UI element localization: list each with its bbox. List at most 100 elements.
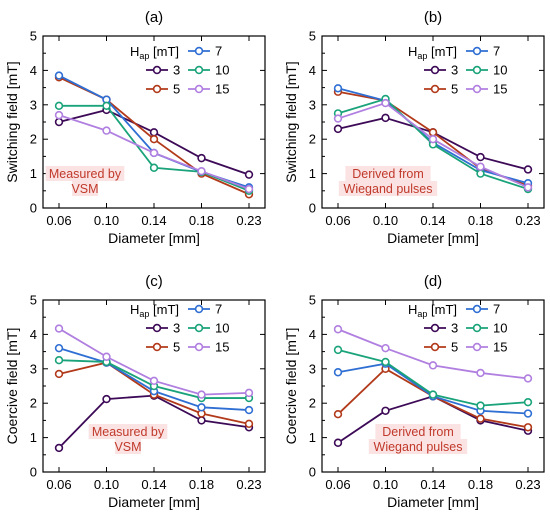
legend-marker-3 (152, 65, 162, 75)
series-line-7 (337, 362, 529, 415)
annotation-text: Wiegand pulses (374, 440, 463, 454)
legend-marker-15 (472, 342, 482, 352)
x-tick-label: 0.14 (141, 213, 166, 228)
legend-label-15: 15 (493, 82, 507, 97)
legend-marker-7 (472, 304, 482, 314)
y-tick-label: 3 (30, 97, 37, 112)
x-tick-label: 0.14 (420, 477, 445, 492)
legend: Hap [mT] 7 3 10 5 15 (408, 302, 507, 355)
chart-panel-a: (a) 0 1 2 3 4 5 0.06 0.10 0.14 0.18 0.23 Diameter [m… (4, 9, 266, 246)
x-tick-label: 0.06 (325, 477, 350, 492)
legend-label-3: 3 (173, 63, 180, 78)
y-tick-label: 2 (309, 396, 316, 411)
point-10 (333, 345, 343, 355)
y-tick-label: 5 (30, 293, 37, 308)
point-7 (523, 409, 533, 418)
y-tick-label: 2 (30, 396, 37, 411)
legend-label-7: 7 (493, 44, 500, 59)
y-tick-label: 3 (309, 97, 316, 112)
point-15 (244, 184, 254, 194)
legend-marker-5 (430, 84, 440, 94)
x-tick-label: 0.10 (94, 213, 119, 228)
point-10 (476, 169, 485, 178)
point-15 (381, 343, 390, 353)
legend-label-7: 7 (493, 302, 500, 317)
y-axis-title: Switching field [mT] (283, 61, 299, 182)
y-tick-label: 2 (30, 132, 37, 147)
legend-label-5: 5 (451, 340, 458, 355)
legend-label-10: 10 (215, 321, 229, 336)
point-7 (333, 368, 343, 377)
legend-label-3: 3 (451, 321, 458, 336)
legend-title: Hap [mT] (130, 302, 179, 319)
annotation-bg (368, 439, 468, 454)
point-5 (476, 414, 485, 423)
legend-marker-15 (194, 84, 204, 94)
annotation-bg (88, 424, 168, 439)
y-tick-label: 1 (30, 166, 37, 181)
point-3 (476, 152, 485, 162)
y-tick-label: 1 (309, 166, 316, 181)
x-tick-label: 0.23 (236, 477, 261, 492)
point-7 (197, 403, 206, 412)
legend-marker-3 (430, 65, 440, 75)
legend-marker-5 (152, 342, 162, 352)
x-axis-title: Diameter [mm] (108, 494, 200, 510)
annotation-text: Wiegand pulses (344, 182, 433, 196)
point-15 (102, 352, 111, 361)
x-tick-label: 0.06 (46, 213, 71, 228)
y-tick-label: 3 (30, 361, 37, 376)
point-7 (54, 71, 64, 80)
x-tick-label: 0.14 (141, 477, 166, 492)
y-tick-label: 5 (309, 29, 316, 44)
x-tick-label: 0.18 (468, 213, 493, 228)
x-axis-title: Diameter [mm] (108, 230, 200, 246)
point-5 (523, 423, 533, 432)
legend-marker-10 (194, 65, 204, 75)
point-3 (381, 406, 390, 415)
point-10 (476, 401, 485, 410)
legend-label-5: 5 (173, 340, 180, 355)
point-15 (428, 361, 438, 370)
panel-label: (b) (424, 9, 442, 26)
point-15 (149, 376, 159, 386)
annotation-text: VSM (114, 440, 141, 454)
legend-marker-10 (194, 323, 204, 333)
panel-label: (d) (424, 273, 442, 290)
legend-marker-3 (430, 323, 440, 333)
legend-label-15: 15 (493, 340, 507, 355)
annotation-text: Measured by (92, 425, 165, 439)
chart-panel-d: (d) 0 1 2 3 4 5 0.06 0.10 0.14 0.18 0.23 Diameter [m… (283, 273, 545, 510)
point-15 (476, 162, 485, 171)
annotation-text: VSM (71, 182, 98, 196)
point-15 (523, 374, 533, 383)
point-5 (428, 128, 438, 137)
annotation-bg (345, 166, 431, 181)
y-axis-title: Coercive field [mT] (4, 328, 20, 445)
annotation-bg (72, 181, 98, 196)
y-axis-title: Coercive field [mT] (283, 328, 299, 445)
series-line-3 (58, 394, 250, 449)
y-tick-label: 4 (309, 63, 316, 78)
y-tick-label: 5 (309, 293, 316, 308)
y-tick-label: 4 (309, 327, 316, 342)
legend-marker-3 (152, 323, 162, 333)
x-tick-label: 0.23 (515, 213, 540, 228)
point-7 (54, 343, 64, 353)
x-tick-label: 0.23 (515, 477, 540, 492)
annotation-bg (338, 181, 438, 196)
annotation-bg (375, 424, 461, 439)
point-5 (149, 135, 159, 144)
legend: Hap [mT] 7 3 10 5 15 (408, 44, 507, 97)
chart-panel-c: (c) 0 1 2 3 4 5 0.06 0.10 0.14 0.18 0.23 Diameter [m… (4, 273, 266, 510)
point-7 (333, 84, 343, 93)
point-10 (428, 390, 438, 399)
x-tick-label: 0.18 (189, 477, 214, 492)
legend-label-3: 3 (451, 63, 458, 78)
annotation-bg (115, 439, 141, 454)
x-tick-label: 0.10 (94, 477, 119, 492)
point-3 (54, 117, 64, 127)
